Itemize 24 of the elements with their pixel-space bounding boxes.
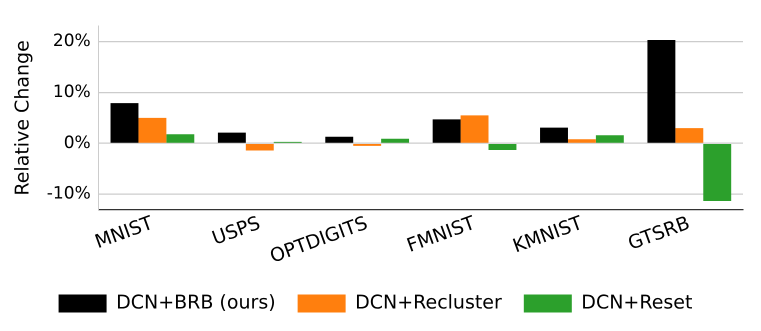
y-tick-label: 0% [64,132,91,153]
bar [138,118,166,143]
y-tick-label: -10% [46,184,91,204]
y-axis-title: Relative Change [11,40,34,196]
bar [110,103,138,143]
y-tick-label: 10% [52,82,91,102]
bar [540,128,568,143]
bar [166,134,194,143]
bar [432,119,461,143]
x-tick-label: GTSRB [625,212,693,255]
bar [218,132,246,143]
legend-label: DCN+Recluster [355,291,502,314]
bar [596,135,624,143]
bar [246,144,274,151]
bar [460,115,489,143]
bar [647,40,676,143]
legend-label: DCN+BRB (ours) [116,291,276,314]
bar [488,144,516,150]
bar [703,144,732,201]
x-tick-label: USPS [209,212,264,250]
bar [325,136,354,143]
y-tick-label: 20% [52,30,91,51]
bar [675,128,704,143]
legend-label: DCN+Reset [581,291,692,314]
